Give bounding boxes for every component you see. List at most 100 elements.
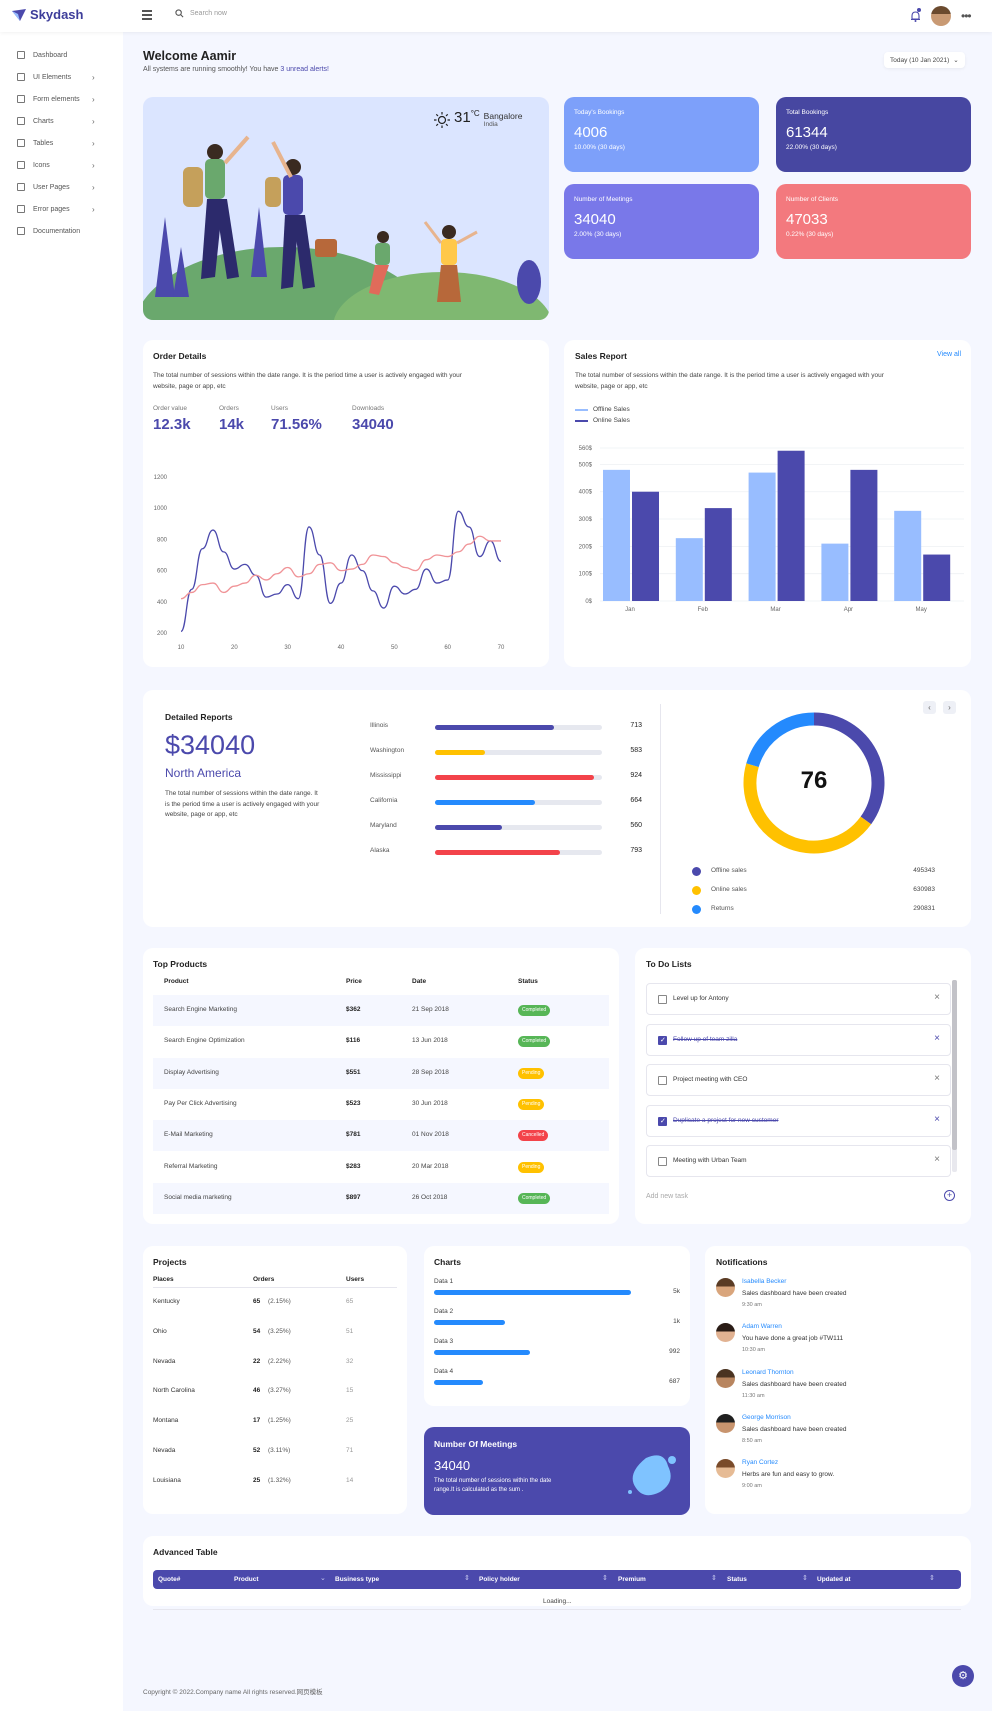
todo-item[interactable]: Follow up of team zilla × — [646, 1023, 951, 1056]
scrollbar-thumb[interactable] — [952, 980, 957, 1150]
status-badge: Completed — [518, 1005, 551, 1016]
column-header[interactable]: Updated at — [817, 1576, 851, 1583]
todo-item[interactable]: Level up for Antony × — [646, 983, 951, 1015]
table-row[interactable]: Montana 17 (1.25%) 25 — [153, 1417, 398, 1429]
state-value: 664 — [630, 797, 642, 804]
y-tick-label: 300$ — [579, 517, 593, 523]
todo-checkbox[interactable] — [658, 1035, 667, 1045]
y-tick-label: 800 — [157, 537, 168, 543]
sidebar-item-form-elements[interactable]: Form elements › — [0, 88, 123, 110]
sidebar-item-documentation[interactable]: Documentation — [0, 220, 123, 242]
table-row[interactable]: Ohio 54 (3.25%) 51 — [153, 1328, 398, 1340]
notification-item[interactable]: George Morrison Sales dashboard have been… — [716, 1413, 966, 1454]
todo-item[interactable]: Project meeting with CEO × — [646, 1064, 951, 1096]
column-header[interactable]: Premium — [618, 1576, 646, 1583]
notification-item[interactable]: Ryan Cortez Herbs are fun and easy to gro… — [716, 1459, 966, 1499]
column-header[interactable]: Business type — [335, 1576, 380, 1583]
brand-logo[interactable]: Skydash — [12, 7, 83, 22]
user-avatar[interactable] — [931, 6, 951, 26]
sort-icon[interactable]: ⇕ — [802, 1575, 808, 1582]
table-row[interactable]: Search Engine Optimization $116 13 Jun 201… — [153, 1026, 609, 1057]
orders-pct: (2.22%) — [268, 1357, 291, 1365]
users-cell: 65 — [346, 1298, 354, 1305]
stat-card-number-of-meetings[interactable]: Number of Meetings 34040 2.00% (30 days) — [564, 184, 759, 259]
close-icon[interactable]: × — [934, 1154, 940, 1165]
stat-card-number-of-clients[interactable]: Number of Clients 47033 0.22% (30 days) — [776, 184, 971, 259]
sort-icon[interactable]: ⇕ — [711, 1575, 717, 1582]
sidebar-item-label: Form elements — [33, 95, 80, 103]
more-options-icon[interactable]: ••• — [961, 9, 972, 23]
hiking-family-illustration — [143, 135, 549, 320]
sidebar-item-error-pages[interactable]: Error pages › — [0, 198, 123, 220]
table-row[interactable]: Kentucky 65 (2.15%) 65 — [153, 1298, 398, 1310]
stat-card-total-bookings[interactable]: Total Bookings 61344 22.00% (30 days) — [776, 97, 971, 172]
todo-checkbox[interactable] — [658, 1076, 667, 1085]
sidebar-item-icons[interactable]: Icons › — [0, 154, 123, 176]
notification-name[interactable]: George Morrison — [742, 1413, 791, 1421]
table-row[interactable]: Nevada 52 (3.11%) 71 — [153, 1447, 398, 1459]
sort-icon[interactable]: ⇕ — [929, 1575, 935, 1582]
todo-scrollbar[interactable] — [952, 980, 957, 1172]
todo-item[interactable]: Duplicate a project for new customer × — [646, 1104, 951, 1137]
table-row[interactable]: Referral Marketing $283 20 Mar 2018 Pending — [153, 1152, 609, 1183]
column-header[interactable]: Quote# — [158, 1576, 181, 1583]
sidebar-item-user-pages[interactable]: User Pages › — [0, 176, 123, 198]
table-row[interactable]: Louisiana 25 (1.32%) 14 — [153, 1477, 398, 1489]
table-row[interactable]: North Carolina 46 (3.27%) 15 — [153, 1387, 398, 1399]
notification-item[interactable]: Adam Warren You have done a great job #TW… — [716, 1323, 966, 1363]
avatar — [716, 1368, 735, 1388]
column-header[interactable]: Status — [727, 1576, 747, 1583]
meetings-description: The total number of sessions within the … — [434, 1477, 551, 1495]
sort-icon[interactable]: ⌄ — [320, 1575, 326, 1582]
bar — [748, 472, 776, 601]
date-range-dropdown[interactable]: Today (10 Jan 2021) ⌄ — [884, 52, 965, 68]
sidebar-item-ui-elements[interactable]: UI Elements › — [0, 66, 123, 88]
table-row[interactable]: Search Engine Marketing $362 21 Sep 2018 Co… — [153, 995, 609, 1026]
close-icon[interactable]: × — [934, 1073, 940, 1084]
order-line-chart: 200 400 600 800 1000 1200 10 20 30 40 50 60 70 — [154, 475, 505, 651]
status-badge: Cancelled — [518, 1130, 549, 1142]
notification-name[interactable]: Leonard Thornton — [742, 1368, 794, 1376]
todo-checkbox[interactable] — [658, 1157, 667, 1166]
add-task-input[interactable]: Add new task — [646, 1193, 689, 1200]
line-series — [180, 510, 502, 633]
close-icon[interactable]: × — [934, 992, 940, 1003]
notification-item[interactable]: Isabella Becker Sales dashboard have been… — [716, 1278, 966, 1318]
column-header[interactable]: Product — [234, 1576, 259, 1583]
column-header[interactable]: Policy holder — [479, 1576, 520, 1583]
sidebar-item-tables[interactable]: Tables › — [0, 132, 123, 154]
table-row[interactable]: E-Mail Marketing $781 01 Nov 2018 Cancelled — [153, 1120, 609, 1152]
table-row[interactable]: Nevada 22 (2.22%) 32 — [153, 1358, 398, 1370]
chevron-right-icon[interactable]: › — [943, 701, 956, 714]
todo-checkbox[interactable] — [658, 995, 667, 1004]
todo-checkbox[interactable] — [658, 1116, 667, 1126]
chevron-left-icon[interactable]: ‹ — [923, 701, 936, 714]
table-row[interactable]: Social media marketing $897 26 Oct 2018 Com… — [153, 1182, 609, 1214]
sidebar-item-label: UI Elements — [33, 73, 72, 81]
sidebar-item-charts[interactable]: Charts › — [0, 110, 123, 132]
view-all-link[interactable]: View all — [937, 351, 961, 358]
add-task-icon[interactable]: + — [944, 1190, 955, 1201]
gear-icon[interactable]: ⚙ — [952, 1665, 974, 1687]
notification-name[interactable]: Isabella Becker — [742, 1278, 787, 1285]
search-input[interactable]: Search now — [175, 9, 227, 18]
table-row[interactable]: Pay Per Click Advertising $523 30 Jun 2018… — [153, 1089, 609, 1120]
sidebar-item-dashboard[interactable]: Dashboard — [0, 44, 123, 66]
sort-icon[interactable]: ⇕ — [602, 1575, 608, 1582]
unread-alerts-link[interactable]: 3 unread alerts! — [280, 66, 330, 73]
column-header: Orders — [253, 1276, 275, 1283]
stat-card-todays-bookings[interactable]: Today's Bookings 4006 10.00% (30 days) — [564, 97, 759, 172]
users-cell: 25 — [346, 1417, 354, 1425]
charts-card: Charts — [424, 1246, 690, 1406]
close-icon[interactable]: × — [934, 1113, 940, 1125]
bell-icon[interactable] — [911, 8, 921, 27]
sort-icon[interactable]: ⇕ — [464, 1575, 470, 1582]
notification-name[interactable]: Ryan Cortez — [742, 1459, 779, 1467]
notification-item[interactable]: Leonard Thornton Sales dashboard have bee… — [716, 1368, 966, 1409]
table-row[interactable]: Display Advertising $551 28 Sep 2018 Pendin… — [153, 1057, 609, 1089]
notification-name[interactable]: Adam Warren — [742, 1323, 782, 1331]
todo-item[interactable]: Meeting with Urban Team × — [646, 1145, 951, 1177]
meetings-card[interactable]: Number Of Meetings 34040 The total numbe… — [424, 1427, 690, 1515]
close-icon[interactable]: × — [934, 1032, 940, 1044]
menu-toggle-icon[interactable] — [142, 10, 152, 22]
